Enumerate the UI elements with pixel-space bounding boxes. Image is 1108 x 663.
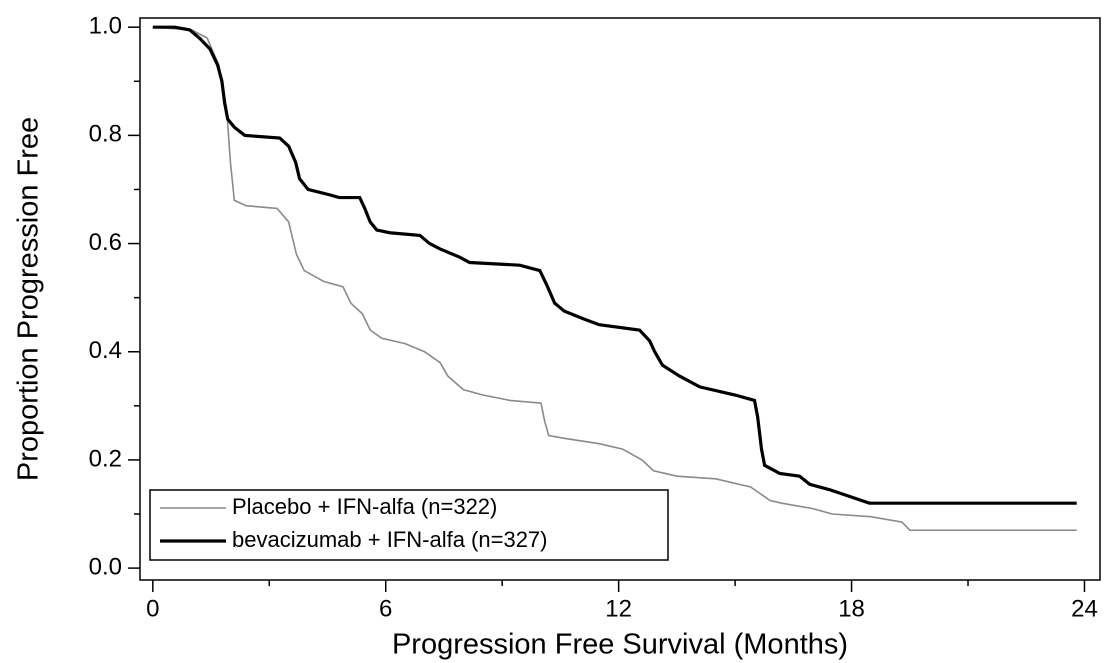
legend-label: bevacizumab + IFN-alfa (n=327) <box>232 527 548 552</box>
series-line <box>152 26 1077 532</box>
x-tick-label: 6 <box>379 595 392 622</box>
y-tick-label: 1.0 <box>89 13 122 40</box>
legend: Placebo + IFN-alfa (n=322) bevacizumab + … <box>149 489 669 561</box>
y-tick-label: 0.0 <box>89 553 122 580</box>
y-tick-label: 0.2 <box>89 445 122 472</box>
y-axis-title: Proportion Progression Free <box>13 117 45 481</box>
x-tick-label: 24 <box>1071 595 1098 622</box>
plot-frame <box>139 17 1101 581</box>
legend-label: Placebo + IFN-alfa (n=322) <box>232 494 497 519</box>
x-tick-label: 18 <box>838 595 865 622</box>
y-tick-label: 0.4 <box>89 337 122 364</box>
legend-box <box>149 489 669 561</box>
y-tick-label: 0.8 <box>89 121 122 148</box>
series-line <box>152 25 1077 505</box>
x-axis-title: Progression Free Survival (Months) <box>392 629 848 661</box>
y-tick-label: 0.6 <box>89 229 122 256</box>
x-tick-label: 0 <box>146 595 159 622</box>
x-tick-label: 12 <box>605 595 632 622</box>
